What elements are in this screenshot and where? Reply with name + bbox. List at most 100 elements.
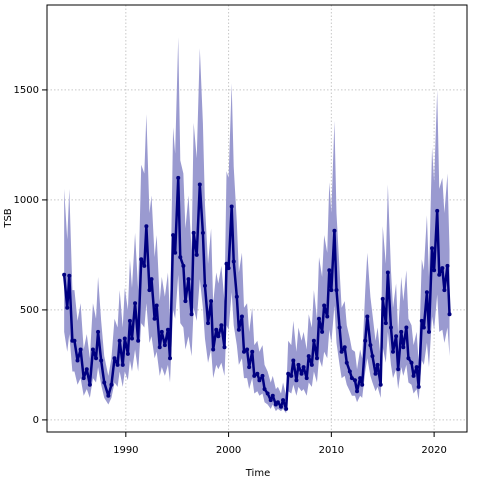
data-point (90, 347, 95, 352)
data-point (222, 345, 227, 350)
data-point (314, 356, 319, 361)
data-point (78, 347, 83, 352)
data-point (127, 318, 132, 323)
data-point (329, 288, 334, 293)
data-point (411, 373, 416, 378)
data-point (284, 406, 289, 411)
data-point (368, 343, 373, 348)
data-point (109, 382, 114, 387)
data-point (142, 263, 147, 268)
data-point (437, 272, 442, 277)
data-point (349, 376, 354, 381)
x-tick-label: 2010 (319, 445, 344, 456)
data-point (234, 294, 239, 299)
data-point (435, 208, 440, 213)
data-point (129, 336, 134, 341)
data-point (325, 314, 330, 319)
data-point (337, 325, 342, 330)
data-point (304, 376, 309, 381)
data-point (409, 360, 414, 365)
x-tick-label: 1990 (113, 445, 138, 456)
data-point (211, 347, 216, 352)
data-point (216, 334, 221, 339)
data-point (268, 398, 273, 403)
data-point (67, 273, 72, 278)
data-point (347, 369, 352, 374)
data-point (245, 347, 250, 352)
data-point (75, 358, 80, 363)
data-point (239, 314, 244, 319)
data-point (247, 365, 252, 370)
data-point (424, 290, 429, 295)
data-point (332, 228, 337, 233)
data-point (404, 325, 409, 330)
data-point (401, 345, 406, 350)
data-point (406, 356, 411, 361)
data-point (378, 382, 383, 387)
data-point (189, 312, 194, 317)
data-point (370, 354, 375, 359)
data-point (281, 398, 286, 403)
y-tick-label: 500 (20, 305, 39, 316)
data-point (291, 358, 296, 363)
data-point (178, 255, 183, 260)
data-point (399, 329, 404, 334)
data-point (327, 268, 332, 273)
data-point (159, 329, 164, 334)
data-point (419, 318, 424, 323)
data-point (414, 365, 419, 370)
data-point (165, 327, 170, 332)
data-point (147, 288, 152, 293)
plot-frame (46, 4, 468, 433)
data-point (200, 230, 205, 235)
data-point (396, 367, 401, 372)
data-point (320, 329, 325, 334)
data-point (99, 358, 104, 363)
data-point (360, 382, 365, 387)
data-point (373, 371, 378, 376)
data-point (84, 367, 89, 372)
data-point (416, 384, 421, 389)
data-point (306, 354, 311, 359)
data-point (440, 266, 445, 271)
data-point (209, 299, 214, 304)
data-point (152, 316, 157, 321)
data-point (96, 329, 101, 334)
data-point (426, 329, 431, 334)
data-point (380, 296, 385, 301)
data-point (202, 283, 207, 288)
data-point (139, 257, 144, 262)
data-point (87, 382, 92, 387)
data-point (322, 303, 327, 308)
data-point (133, 301, 138, 306)
x-axis-label: Time (245, 468, 270, 479)
data-point (385, 270, 390, 275)
data-point (299, 371, 304, 376)
data-point (229, 204, 234, 209)
data-point (154, 303, 159, 308)
data-point (81, 376, 86, 381)
data-point (162, 343, 167, 348)
data-point (94, 356, 99, 361)
data-point (309, 362, 314, 367)
data-point (289, 373, 294, 378)
data-point (197, 182, 202, 187)
data-point (388, 325, 393, 330)
data-point (125, 351, 130, 356)
data-point (339, 349, 344, 354)
y-tick-label: 0 (33, 415, 39, 426)
data-point (294, 378, 299, 383)
data-point (334, 288, 339, 293)
data-point (173, 250, 178, 255)
data-point (122, 336, 127, 341)
data-point (301, 365, 306, 370)
data-point (447, 312, 452, 317)
y-tick-label: 1500 (14, 85, 39, 96)
data-point (102, 380, 107, 385)
x-tick-label: 2000 (216, 445, 241, 456)
data-point (421, 325, 426, 330)
data-point (278, 404, 283, 409)
data-point (136, 338, 141, 343)
data-point (375, 362, 380, 367)
